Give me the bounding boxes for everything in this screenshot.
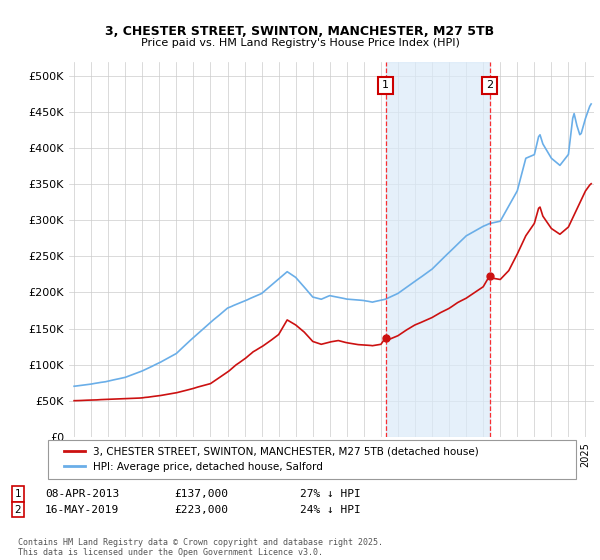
Text: Contains HM Land Registry data © Crown copyright and database right 2025.
This d: Contains HM Land Registry data © Crown c… — [18, 538, 383, 557]
Text: 3, CHESTER STREET, SWINTON, MANCHESTER, M27 5TB: 3, CHESTER STREET, SWINTON, MANCHESTER, … — [106, 25, 494, 38]
Text: 24% ↓ HPI: 24% ↓ HPI — [300, 505, 361, 515]
Text: 08-APR-2013: 08-APR-2013 — [45, 489, 119, 499]
Text: 27% ↓ HPI: 27% ↓ HPI — [300, 489, 361, 499]
Text: £137,000: £137,000 — [174, 489, 228, 499]
Text: £223,000: £223,000 — [174, 505, 228, 515]
Text: 2: 2 — [486, 81, 493, 90]
Text: 2: 2 — [14, 505, 22, 515]
FancyBboxPatch shape — [48, 440, 576, 479]
Bar — [386, 62, 490, 437]
Text: 1: 1 — [14, 489, 22, 499]
Text: 16-MAY-2019: 16-MAY-2019 — [45, 505, 119, 515]
Text: Price paid vs. HM Land Registry's House Price Index (HPI): Price paid vs. HM Land Registry's House … — [140, 38, 460, 48]
Text: 1: 1 — [382, 81, 389, 90]
Legend: 3, CHESTER STREET, SWINTON, MANCHESTER, M27 5TB (detached house), HPI: Average p: 3, CHESTER STREET, SWINTON, MANCHESTER, … — [58, 441, 484, 477]
